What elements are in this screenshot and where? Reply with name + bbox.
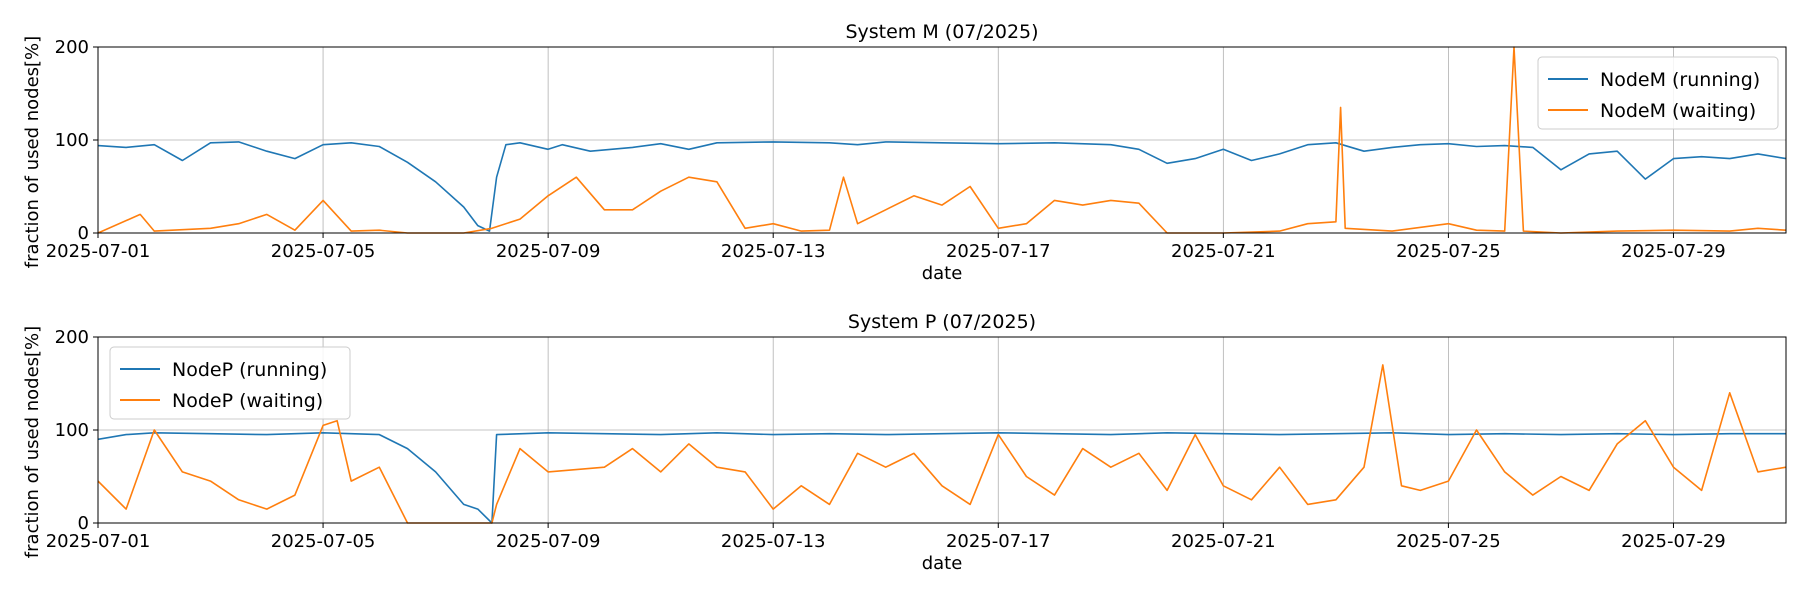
y-tick-label: 100 [55,420,89,441]
x-tick-label: 2025-07-17 [946,531,1051,552]
x-tick-label: 2025-07-09 [496,531,601,552]
x-tick-label: 2025-07-29 [1621,531,1726,552]
chart-title: System P (07/2025) [848,311,1036,333]
legend-label: NodeM (running) [1600,69,1760,91]
legend: NodeM (running) NodeM (waiting) [1537,56,1779,130]
x-tick-label: 2025-07-01 [46,531,151,552]
legend: NodeP (running) NodeP (waiting) [109,346,351,420]
series-line-nodep-running [98,432,1786,524]
x-tick-label: 2025-07-29 [1621,241,1726,262]
y-tick-label: 200 [55,37,89,58]
x-tick-label: 2025-07-09 [496,241,601,262]
legend-label: NodeP (waiting) [172,390,323,412]
x-tick-label: 2025-07-13 [721,531,826,552]
y-tick-label: 200 [55,327,89,348]
x-tick-label: 2025-07-25 [1396,531,1501,552]
legend-label: NodeP (running) [172,359,327,381]
x-axis-label: date [922,263,963,284]
y-tick-label: 0 [78,513,89,534]
x-tick-label: 2025-07-25 [1396,241,1501,262]
x-axis-label: date [922,553,963,574]
legend-label: NodeM (waiting) [1600,100,1756,122]
series-line-nodem-waiting [98,46,1786,234]
series-line-nodep-waiting [98,364,1786,524]
y-tick-label: 100 [55,130,89,151]
x-tick-label: 2025-07-21 [1171,531,1276,552]
x-tick-label: 2025-07-05 [271,241,376,262]
chart-panel-1: 2025-07-01 2025-07-05 2025-07-09 2025-07-13… [22,311,1787,574]
x-tick-label: 2025-07-17 [946,241,1051,262]
y-tick-label: 0 [78,223,89,244]
chart-panel-0: 2025-07-01 2025-07-05 2025-07-09 2025-07-13… [22,21,1787,284]
x-tick-label: 2025-07-01 [46,241,151,262]
series-line-nodem-running [98,141,1786,232]
y-axis-label: fraction of used nodes[%] [22,326,43,558]
x-tick-label: 2025-07-13 [721,241,826,262]
legend-box [109,346,351,420]
y-axis-label: fraction of used nodes[%] [22,36,43,268]
x-tick-label: 2025-07-21 [1171,241,1276,262]
x-tick-label: 2025-07-05 [271,531,376,552]
legend-box [1537,56,1779,130]
chart-title: System M (07/2025) [845,21,1038,43]
